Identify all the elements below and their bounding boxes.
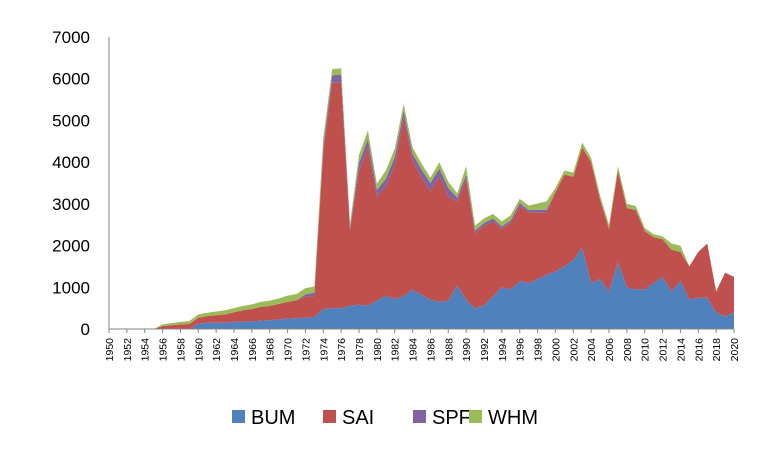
y-tick-label: 4000 xyxy=(52,153,90,172)
x-tick-label: 1958 xyxy=(175,338,187,362)
y-tick-label: 6000 xyxy=(52,70,90,89)
y-tick-label: 3000 xyxy=(52,195,90,214)
x-tick-label: 1970 xyxy=(283,338,295,362)
x-tick-label: 1968 xyxy=(265,338,277,362)
x-tick-labels: 1950 1952 1954 1956 1958 1960 1962 1964 1966 1968… xyxy=(104,329,741,361)
x-tick-label: 1990 xyxy=(461,338,473,362)
legend-swatch-sai xyxy=(323,410,336,423)
x-tick-label: 1954 xyxy=(140,338,152,362)
axes xyxy=(108,37,734,330)
x-tick-label: 1952 xyxy=(122,338,134,362)
x-tick-label: 1962 xyxy=(211,338,223,362)
y-tick-label: 5000 xyxy=(52,111,90,130)
y-tick-label: 0 xyxy=(81,320,90,339)
area-series-sai xyxy=(109,82,734,329)
x-tick-label: 1976 xyxy=(336,338,348,362)
x-tick-label: 1998 xyxy=(533,338,545,362)
legend-swatch-spf xyxy=(413,410,426,423)
y-tick-label: 7000 xyxy=(52,28,90,47)
x-tick-label: 1994 xyxy=(497,338,509,362)
x-tick-label: 1974 xyxy=(318,338,330,362)
x-tick-label: 2002 xyxy=(568,338,580,362)
x-tick-label: 1956 xyxy=(158,338,170,362)
x-tick-label: 1964 xyxy=(229,338,241,362)
x-tick-label: 1980 xyxy=(372,338,384,362)
x-tick-label: 2018 xyxy=(711,338,723,362)
legend: BUM SAI SPF WHM xyxy=(232,407,538,429)
x-tick-label: 2006 xyxy=(604,338,616,362)
x-tick-label: 1950 xyxy=(104,338,116,362)
x-tick-label: 1978 xyxy=(354,338,366,362)
x-tick-label: 2012 xyxy=(658,338,670,362)
legend-label-sai: SAI xyxy=(342,407,374,429)
x-tick-label: 1960 xyxy=(193,338,205,362)
x-tick-label: 2004 xyxy=(586,338,598,362)
x-tick-label: 2016 xyxy=(693,338,705,362)
legend-label-whm: WHM xyxy=(488,407,538,429)
x-tick-label: 1972 xyxy=(300,338,312,362)
legend-swatch-whm xyxy=(469,410,482,423)
x-tick-label: 1984 xyxy=(408,338,420,362)
legend-label-bum: BUM xyxy=(251,407,295,429)
x-tick-label: 1988 xyxy=(443,338,455,362)
x-tick-label: 2008 xyxy=(622,338,634,362)
y-tick-label: 2000 xyxy=(52,237,90,256)
x-tick-label: 1982 xyxy=(390,338,402,362)
legend-label-spf: SPF xyxy=(432,407,471,429)
x-tick-label: 1992 xyxy=(479,338,491,362)
x-tick-label: 2000 xyxy=(550,338,562,362)
x-tick-label: 2010 xyxy=(640,338,652,362)
x-tick-label: 2014 xyxy=(675,338,687,362)
legend-swatch-bum xyxy=(232,410,245,423)
area-layer xyxy=(109,68,734,329)
x-tick-label: 1986 xyxy=(425,338,437,362)
y-tick-labels: 0 1000 2000 3000 4000 5000 6000 7000 xyxy=(52,28,90,339)
x-tick-label: 2020 xyxy=(729,338,741,362)
y-tick-label: 1000 xyxy=(52,278,90,297)
area-series-bum xyxy=(109,247,734,329)
x-tick-label: 1966 xyxy=(247,338,259,362)
x-tick-label: 1996 xyxy=(515,338,527,362)
